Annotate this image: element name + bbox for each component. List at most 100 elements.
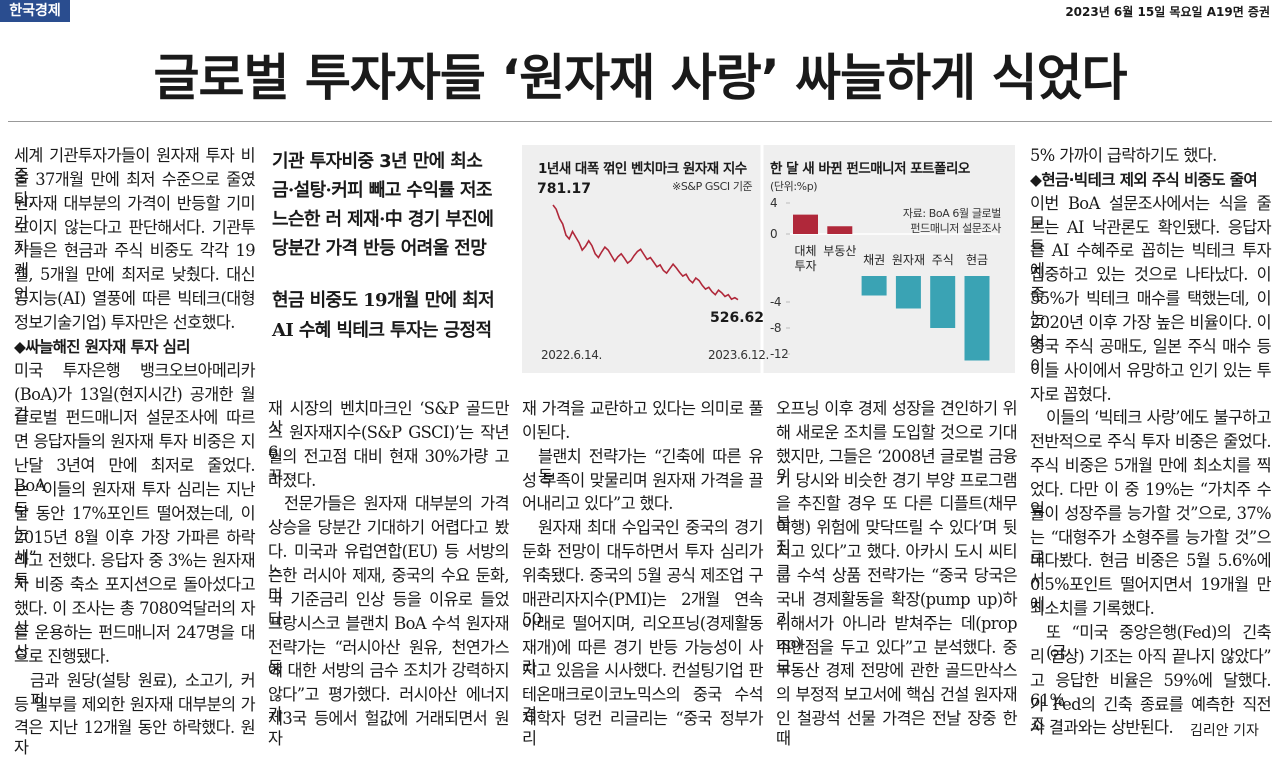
x-tick-label: 2023.6.12. — [708, 348, 769, 362]
text-line: 세계 기관투자가들이 원자재 투자 비중 — [14, 146, 256, 185]
y-tick-label: -8 — [770, 321, 782, 335]
text-line: 해 새로운 조치를 도입할 것으로 기대 — [776, 422, 1018, 442]
text-line: 5% 가까이 급락하기도 했다. — [1030, 146, 1217, 165]
text-line: 했지만, 그들은 ‘2008년 글로벌 금융위 — [776, 446, 1018, 486]
text-line: 면 응답자들의 원자재 투자 비중은 지 — [14, 432, 256, 452]
text-line: 격은 지난 12개월 동안 하락했다. 원자 — [14, 718, 256, 758]
chart-unit: (단위:%p) — [770, 180, 818, 193]
text-line: 에 대한 서방의 금수 조치가 강력하지 — [268, 661, 510, 681]
text-line: 는 “대형주가 소형주를 능가할 것”으로 — [1030, 527, 1272, 567]
text-line: 위해서가 아니라 받쳐주는 데(prop up) — [776, 613, 1018, 653]
text-line: 라졌다. — [268, 470, 316, 490]
chart-title: 한 달 새 바뀐 펀드매니저 포트폴리오 — [770, 161, 970, 177]
text-line: 내다봤다. 현금 비중은 5월 5.6%에서 — [1030, 551, 1272, 591]
y-tick-label: -4 — [770, 295, 782, 309]
subhead: 금·설탕·커피 빼고 수익률 저조 — [272, 180, 492, 201]
headline: 글로벌 투자자들 ‘원자재 사랑’ 싸늘하게 식었다 — [153, 49, 1127, 107]
chart-box: 1년새 대폭 꺾인 벤치마크 원자재 지수 ※S&P GSCI 기준 781.17 5… — [522, 145, 1015, 373]
subhead: AI 수혜 빅테크 투자는 긍정적 — [272, 320, 492, 341]
text-line: 전략가는 “러시아산 원유, 천연가스 등 — [268, 637, 510, 677]
text-line: 으로 진행됐다. — [14, 646, 110, 666]
text-line: 2020년 이후 가장 높은 비율이다. 이어 — [1030, 312, 1272, 352]
category-label: 대체 투자 — [794, 244, 817, 273]
dateline: 2023년 6월 15일 목요일 A19면 증권 — [1065, 5, 1270, 19]
text-line: 매관리자지수(PMI)는 2개월 연속 50 — [522, 589, 764, 629]
text-line: 이된다. — [522, 422, 570, 442]
bar — [827, 226, 853, 234]
text-line: 자 비중 축소 포지션으로 돌아섰다고 — [14, 575, 256, 595]
text-line: 룹 수석 상품 전략가는 “중국 당국은 — [776, 565, 1018, 585]
text-line: 금과 원당(설탕 원료), 소고기, 커피 — [30, 670, 256, 710]
bar — [895, 276, 921, 309]
text-line: 었다. 다만 이 중 19%는 “가치주 수익 — [1030, 479, 1272, 519]
text-line: 국 기준금리 인상 등을 이유로 들었다. — [268, 589, 510, 629]
rule — [8, 121, 1272, 122]
text-line: 을 37개월 만에 최저 수준으로 줄였다. — [14, 169, 256, 209]
text-line: 2015년 8월 이후 가장 가파른 하락세” — [14, 527, 256, 567]
bar — [930, 276, 956, 328]
category-label: 현금 — [966, 253, 989, 267]
text-line: 부동산 경제 전망에 관한 골드만삭스 — [776, 661, 1018, 681]
text-line: 전반적으로 주식 투자 비중은 줄었다. — [1030, 432, 1272, 452]
text-line: 성 부족이 맞물리며 원자재 가격을 끌 — [522, 470, 764, 490]
text-line: 재 가격을 교란하고 있다는 의미로 풀 — [522, 399, 764, 418]
text-line: 했다. 이 조사는 총 7080억달러의 자산 — [14, 599, 256, 639]
text-line: 월의 전고점 대비 현재 30%가량 고꾸 — [268, 446, 510, 486]
text-line: 공지능(AI) 열풍에 따른 빅테크(대형 — [14, 289, 256, 309]
subhead: 느슨한 러 제재·中 경기 부진에 — [272, 209, 494, 230]
bar — [861, 276, 887, 296]
text-line: 기 당시와 비슷한 경기 부양 프로그램 — [776, 470, 1018, 490]
text-line: 재 시장의 벤치마크인 ‘S&P 골드만삭 — [268, 399, 510, 438]
chart-note: ※S&P GSCI 기준 — [672, 180, 753, 193]
text-line: 미국 투자은행 뱅크오브아메리카 — [14, 360, 256, 380]
category-label: 주식 — [931, 253, 954, 267]
text-line: 이번 BoA 설문조사에서는 식을 줄 모 — [1030, 193, 1272, 233]
text-line: 프랑시스코 블랜치 BoA 수석 원자재 — [268, 613, 510, 633]
text-line: 월, 5개월 만에 최저로 낮췄다. 대신 인 — [14, 265, 256, 305]
text-line: 어내리고 있다”고 했다. — [522, 494, 673, 514]
index-line — [552, 204, 739, 301]
y-tick-label: 0 — [770, 227, 778, 241]
text-line: 스 원자재지수(S&P GSCI)’는 작년 6 — [268, 422, 510, 462]
text-line: 자로 꼽혔다. — [1030, 384, 1112, 404]
text-line: 오프닝 이후 경제 성장을 견인하기 위 — [776, 399, 1018, 418]
text-line: 둔화 전망이 대두하면서 투자 심리가 — [522, 542, 764, 562]
chart-source: 펀드매니저 설문조사 — [910, 222, 1001, 235]
text-line: 주식 비중은 5개월 만에 최소치를 찍 — [1030, 456, 1272, 476]
text-line: 고 응답한 비율은 59%에 달했다. 61% — [1030, 670, 1272, 710]
text-line: 제3국 등에서 헐값에 거래되면서 원자 — [268, 709, 510, 749]
masthead: 한국경제 — [0, 0, 70, 22]
text-line: 가들은 현금과 주식 비중도 각각 19개 — [14, 241, 256, 281]
text-line: 주안점을 두고 있다”고 분석했다. 중국 — [776, 637, 1018, 677]
subhead: 현금 비중도 19개월 만에 최저 — [272, 290, 495, 311]
text-line: 을 운용하는 펀드매니저 247명을 대상 — [14, 623, 256, 662]
byline: 김리안 기자 — [1190, 723, 1259, 740]
subhead: 기관 투자비중 3년 만에 최소 — [272, 151, 483, 172]
bar — [964, 276, 990, 361]
text-line: 라고 전했다. 응답자 중 3%는 원자재 투 — [14, 551, 256, 591]
subhead: 당분간 가격 반등 어려울 전망 — [272, 238, 487, 259]
text-line: 테온매크로이코노믹스의 중국 수석 경 — [522, 685, 764, 725]
text-line: 원자재 대부분의 가격이 반등할 기미가 — [14, 193, 256, 233]
text-line: 0.5%포인트 떨어지면서 19개월 만에 — [1030, 575, 1272, 615]
text-line: 지고 있다”고 했다. 아카시 도시 씨티그 — [776, 542, 1018, 582]
text-line: 최소치를 기록했다. — [1030, 599, 1155, 619]
chart-source: 자료: BoA 6월 글로벌 — [902, 207, 1002, 220]
text-line: 집중하고 있는 것으로 나타났다. 이 중 — [1030, 265, 1272, 305]
text-line: 는 “이들의 원자재 투자 심리는 지난 두 — [14, 479, 256, 519]
text-line: 전문가들은 원자재 대부분의 가격 — [284, 494, 510, 514]
text-line: (BoA)가 13일(현지시간) 공개한 월간 — [14, 384, 256, 424]
text-line: 이행) 위험에 맞닥뜨릴 수 있다’며 뒷짐 — [776, 518, 1018, 558]
text-line: 55%가 빅테크 매수를 택했는데, 이는 — [1030, 289, 1272, 329]
y-tick-label: 4 — [770, 196, 778, 210]
category-label: 채권 — [863, 253, 886, 267]
value-label: 781.17 — [537, 181, 592, 197]
chart-svg — [552, 145, 1000, 373]
text-line: 지고 있음을 시사했다. 컨설팅기업 판 — [522, 661, 764, 681]
text-line: 리 인상) 기조는 아직 끝나지 않았다” — [1030, 646, 1272, 666]
text-line: 제학자 덩컨 리글리는 “중국 정부가 리 — [522, 709, 764, 749]
text-line: 률이 성장주를 능가할 것”으로, 37% — [1030, 503, 1272, 523]
